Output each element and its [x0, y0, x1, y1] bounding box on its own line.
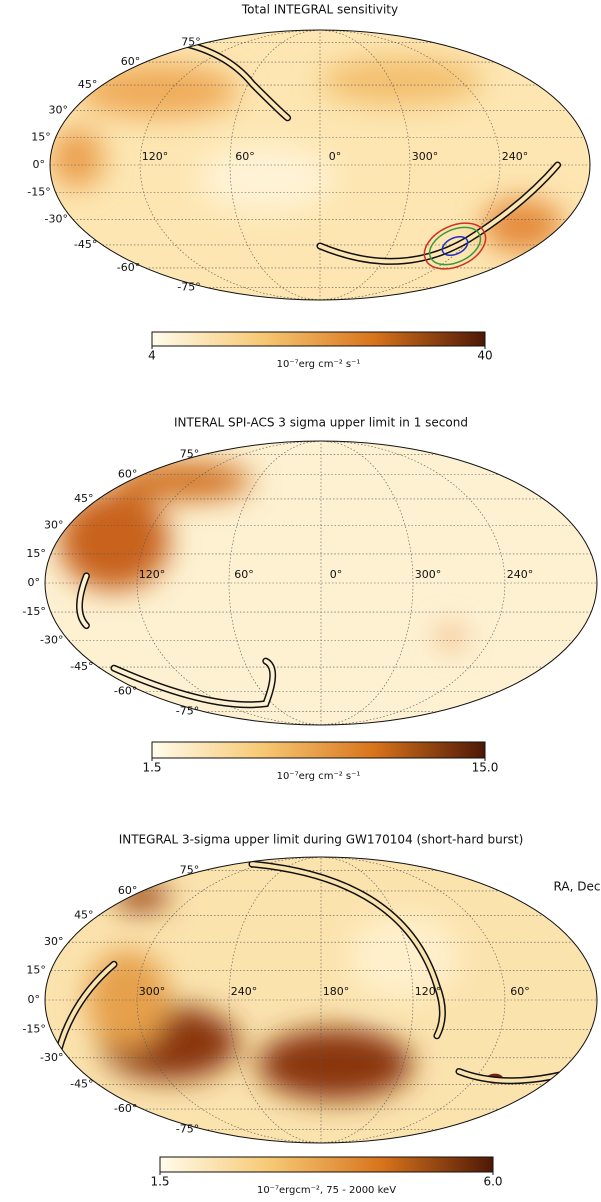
- lat-label: -75°: [176, 1123, 199, 1136]
- colorbar-label: 10⁻⁷ergcm⁻², 75 - 2000 keV: [257, 1185, 396, 1196]
- lat-label: -60°: [114, 684, 137, 697]
- colorbar-tick-label: 1.5: [142, 761, 161, 775]
- lat-label: 75°: [180, 447, 200, 460]
- lon-label: 120°: [415, 985, 442, 998]
- lon-label: 240°: [502, 150, 529, 163]
- colorbar-tick-label: 15.0: [472, 761, 499, 775]
- lat-label: 0°: [28, 576, 41, 589]
- heat-region: [320, 57, 482, 106]
- lat-label: 75°: [180, 863, 200, 876]
- lon-label: 0°: [329, 150, 342, 163]
- lat-label: -45°: [74, 238, 97, 251]
- lat-label: -45°: [70, 1078, 93, 1091]
- heat-region: [77, 64, 239, 118]
- lat-label: -30°: [40, 1051, 63, 1064]
- map-area: [45, 857, 597, 1143]
- lat-label: 60°: [118, 884, 138, 897]
- skymap: Total INTEGRAL sensitivity 75° 60° 45° 30° 15…: [27, 3, 590, 371]
- colorbar: [160, 1157, 493, 1172]
- lon-label: 300°: [139, 985, 166, 998]
- colorbar-tick-label: 40: [477, 349, 492, 363]
- lat-label: 15°: [26, 964, 46, 977]
- lat-label: -30°: [40, 633, 63, 646]
- lon-label: 0°: [330, 568, 343, 581]
- colorbar: [152, 742, 485, 758]
- annotation: RA, Dec: [554, 880, 601, 894]
- lat-label: -30°: [45, 213, 68, 226]
- lat-label: 30°: [49, 103, 69, 116]
- lat-label: 60°: [121, 55, 141, 68]
- lat-label: -60°: [114, 1102, 137, 1115]
- lat-label: 75°: [181, 36, 201, 49]
- colorbar-tick-label: 4: [148, 349, 156, 363]
- lon-label: 180°: [323, 985, 350, 998]
- lat-label: -75°: [176, 705, 199, 718]
- map-area: [50, 30, 590, 300]
- colorbar: [152, 332, 485, 346]
- heat-region: [199, 145, 334, 213]
- heat-region: [437, 626, 465, 649]
- lon-label: 60°: [235, 150, 255, 163]
- colorbar-tick-label: 1.5: [150, 1175, 169, 1189]
- skymap: INTERAL SPI-ACS 3 sigma upper limit in 1…: [22, 416, 597, 783]
- skymap: INTEGRAL 3-sigma upper limit during GW17…: [22, 833, 600, 1197]
- chart-title: INTEGRAL 3-sigma upper limit during GW17…: [119, 833, 524, 847]
- lat-label: -45°: [70, 660, 93, 673]
- lon-label: 300°: [415, 568, 442, 581]
- lat-label: 60°: [118, 468, 138, 481]
- lon-label: 60°: [510, 985, 530, 998]
- figure: Total INTEGRAL sensitivity 75° 60° 45° 30° 15…: [0, 0, 601, 1202]
- lat-label: 30°: [44, 935, 64, 948]
- lat-label: 0°: [28, 993, 41, 1006]
- chart-title: Total INTEGRAL sensitivity: [241, 3, 398, 17]
- lat-label: 30°: [44, 519, 64, 532]
- lon-label: 120°: [139, 568, 166, 581]
- lat-label: 45°: [74, 492, 94, 505]
- lon-label: 60°: [234, 568, 254, 581]
- map-area: [45, 441, 597, 725]
- lat-label: -15°: [27, 186, 50, 199]
- lat-label: -15°: [22, 1022, 45, 1035]
- lat-label: 0°: [33, 158, 46, 171]
- lat-label: 45°: [74, 908, 94, 921]
- colorbar-label: 10⁻⁷erg cm⁻² s⁻¹: [277, 359, 361, 370]
- lat-label: 15°: [31, 130, 51, 143]
- lon-label: 240°: [507, 568, 534, 581]
- lat-label: -60°: [117, 261, 140, 274]
- colorbar-tick-label: 6.0: [483, 1175, 502, 1189]
- chart-title: INTERAL SPI-ACS 3 sigma upper limit in 1…: [174, 416, 468, 430]
- lat-label: 45°: [78, 78, 98, 91]
- lon-label: 300°: [412, 150, 439, 163]
- lon-label: 240°: [231, 985, 258, 998]
- lat-label: -75°: [177, 280, 200, 293]
- colorbar-label: 10⁻⁷erg cm⁻² s⁻¹: [277, 771, 361, 782]
- heat-region: [258, 1029, 413, 1101]
- lat-label: 15°: [26, 547, 46, 560]
- lat-label: -15°: [22, 605, 45, 618]
- lon-label: 120°: [142, 150, 169, 163]
